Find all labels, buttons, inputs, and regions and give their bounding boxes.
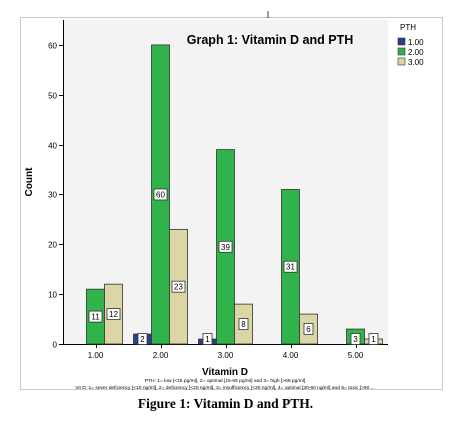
y-tick-label: 0 [53, 341, 58, 350]
data-label-box [283, 260, 298, 273]
y-axis-label: Count [24, 167, 35, 197]
x-tick-label: 5.00 [348, 351, 364, 360]
y-tick-label: 50 [48, 92, 57, 101]
data-label: 1 [205, 335, 210, 344]
data-label-box [303, 323, 314, 335]
data-label-box [350, 333, 361, 345]
x-tick-label: 2.00 [153, 351, 169, 360]
data-label: 23 [174, 283, 183, 292]
figure-caption: Figure 1: Vitamin D and PTH. [137, 396, 314, 411]
legend-label: 3.00 [408, 58, 424, 67]
chart: 0 10 20 30 40 50 60 1.00 11 12 2.00 2 60 23 3.00 1 39 8 4.… [20, 11, 443, 391]
footnote: PTH: 1= low [<15 pg/ml], 2= optimal [15-… [145, 378, 306, 384]
legend-label: 2.00 [408, 48, 424, 57]
data-label: 12 [109, 310, 118, 319]
data-label-box [153, 188, 168, 201]
data-label: 3 [353, 335, 358, 344]
data-label: 60 [156, 190, 165, 199]
data-label: 31 [286, 263, 295, 272]
x-tick-label: 1.00 [88, 351, 104, 360]
x-axis-label: Vitamin D [202, 367, 248, 378]
data-label: 2 [140, 335, 145, 344]
y-tick-label: 10 [48, 291, 57, 300]
data-label: 39 [221, 243, 230, 252]
x-tick-label: 3.00 [218, 351, 234, 360]
legend-swatch [397, 57, 406, 66]
y-tick-label: 60 [48, 42, 57, 51]
x-tick-label: 4.00 [283, 351, 299, 360]
data-label-box [88, 310, 103, 323]
data-label: 6 [306, 325, 311, 334]
data-label-box [202, 333, 213, 345]
footnote: Vit D: 1= sever deficiency [<10 ng/ml], … [75, 385, 375, 391]
data-label: 1 [371, 335, 376, 344]
legend-label: 1.00 [408, 38, 424, 47]
legend-swatch [397, 37, 406, 46]
data-label-box [137, 333, 148, 345]
legend-title: PTH [400, 23, 416, 32]
data-label-box [238, 318, 249, 330]
y-tick-label: 40 [48, 142, 57, 151]
data-label-box [106, 308, 121, 320]
chart-title: Graph 1: Vitamin D and PTH [187, 33, 353, 47]
data-label-box [218, 240, 233, 253]
data-label-box [171, 280, 186, 293]
y-tick-label: 30 [48, 191, 57, 200]
data-label: 8 [241, 320, 246, 329]
data-label: 11 [91, 313, 100, 322]
legend-swatch [397, 47, 406, 56]
data-label-box [368, 333, 379, 345]
y-tick-label: 20 [48, 241, 57, 250]
